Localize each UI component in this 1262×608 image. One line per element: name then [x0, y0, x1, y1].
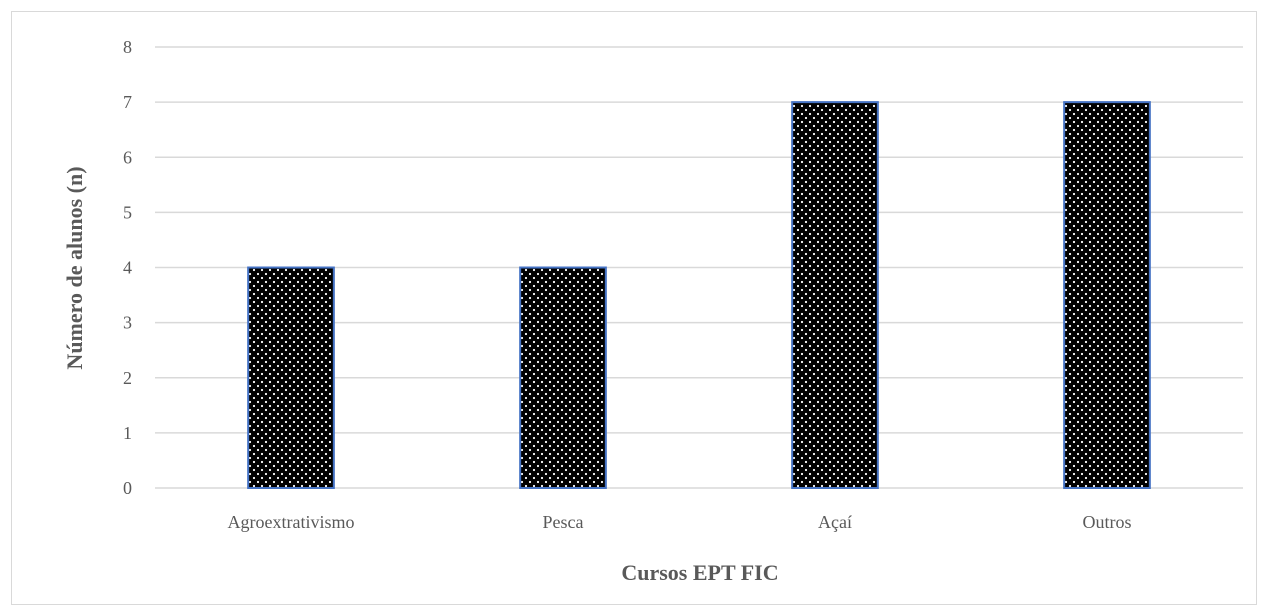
y-tick-label: 3 — [123, 313, 132, 333]
x-tick-label: Agroextrativismo — [228, 512, 355, 532]
y-tick-label: 4 — [123, 258, 132, 278]
bar-agroextrativismo — [247, 266, 335, 489]
y-tick-label: 1 — [123, 423, 132, 443]
bars — [247, 101, 1151, 489]
bar-açaí — [791, 101, 879, 489]
y-tick-label: 6 — [123, 147, 132, 167]
bar-outros — [1063, 101, 1151, 489]
x-tick-label: Outros — [1083, 512, 1132, 532]
chart-frame — [11, 11, 1257, 605]
y-tick-label: 8 — [123, 37, 132, 57]
x-axis-title: Cursos EPT FIC — [621, 560, 778, 585]
x-tick-label: Pesca — [543, 512, 584, 532]
y-axis-ticks: 0 1 2 3 4 5 6 7 8 — [123, 37, 132, 498]
y-tick-label: 5 — [123, 202, 132, 222]
y-tick-label: 0 — [123, 478, 132, 498]
x-tick-label: Açaí — [818, 512, 852, 532]
x-axis-ticks: Agroextrativismo Pesca Açaí Outros — [228, 512, 1132, 532]
y-tick-label: 7 — [123, 92, 132, 112]
bar-pesca — [519, 266, 607, 489]
y-tick-label: 2 — [123, 368, 132, 388]
y-axis-title: Número de alunos (n) — [62, 166, 87, 369]
gridlines — [155, 46, 1243, 489]
